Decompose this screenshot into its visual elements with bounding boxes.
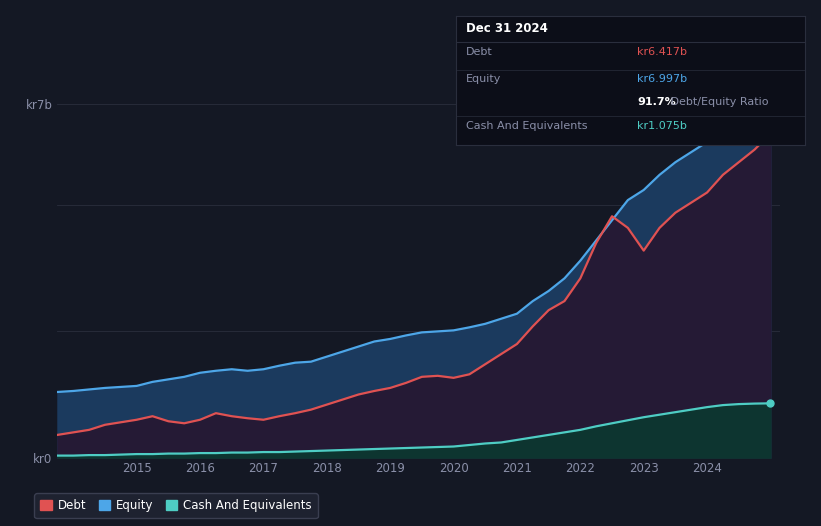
Text: Equity: Equity (466, 74, 502, 84)
Legend: Debt, Equity, Cash And Equivalents: Debt, Equity, Cash And Equivalents (34, 493, 318, 518)
Text: kr6.997b: kr6.997b (637, 74, 687, 84)
Text: Debt: Debt (466, 47, 493, 57)
Text: kr1.075b: kr1.075b (637, 122, 687, 132)
Text: 91.7%: 91.7% (637, 97, 676, 107)
Text: Cash And Equivalents: Cash And Equivalents (466, 122, 588, 132)
Text: Debt/Equity Ratio: Debt/Equity Ratio (667, 97, 768, 107)
Text: kr6.417b: kr6.417b (637, 47, 687, 57)
Text: Dec 31 2024: Dec 31 2024 (466, 22, 548, 35)
